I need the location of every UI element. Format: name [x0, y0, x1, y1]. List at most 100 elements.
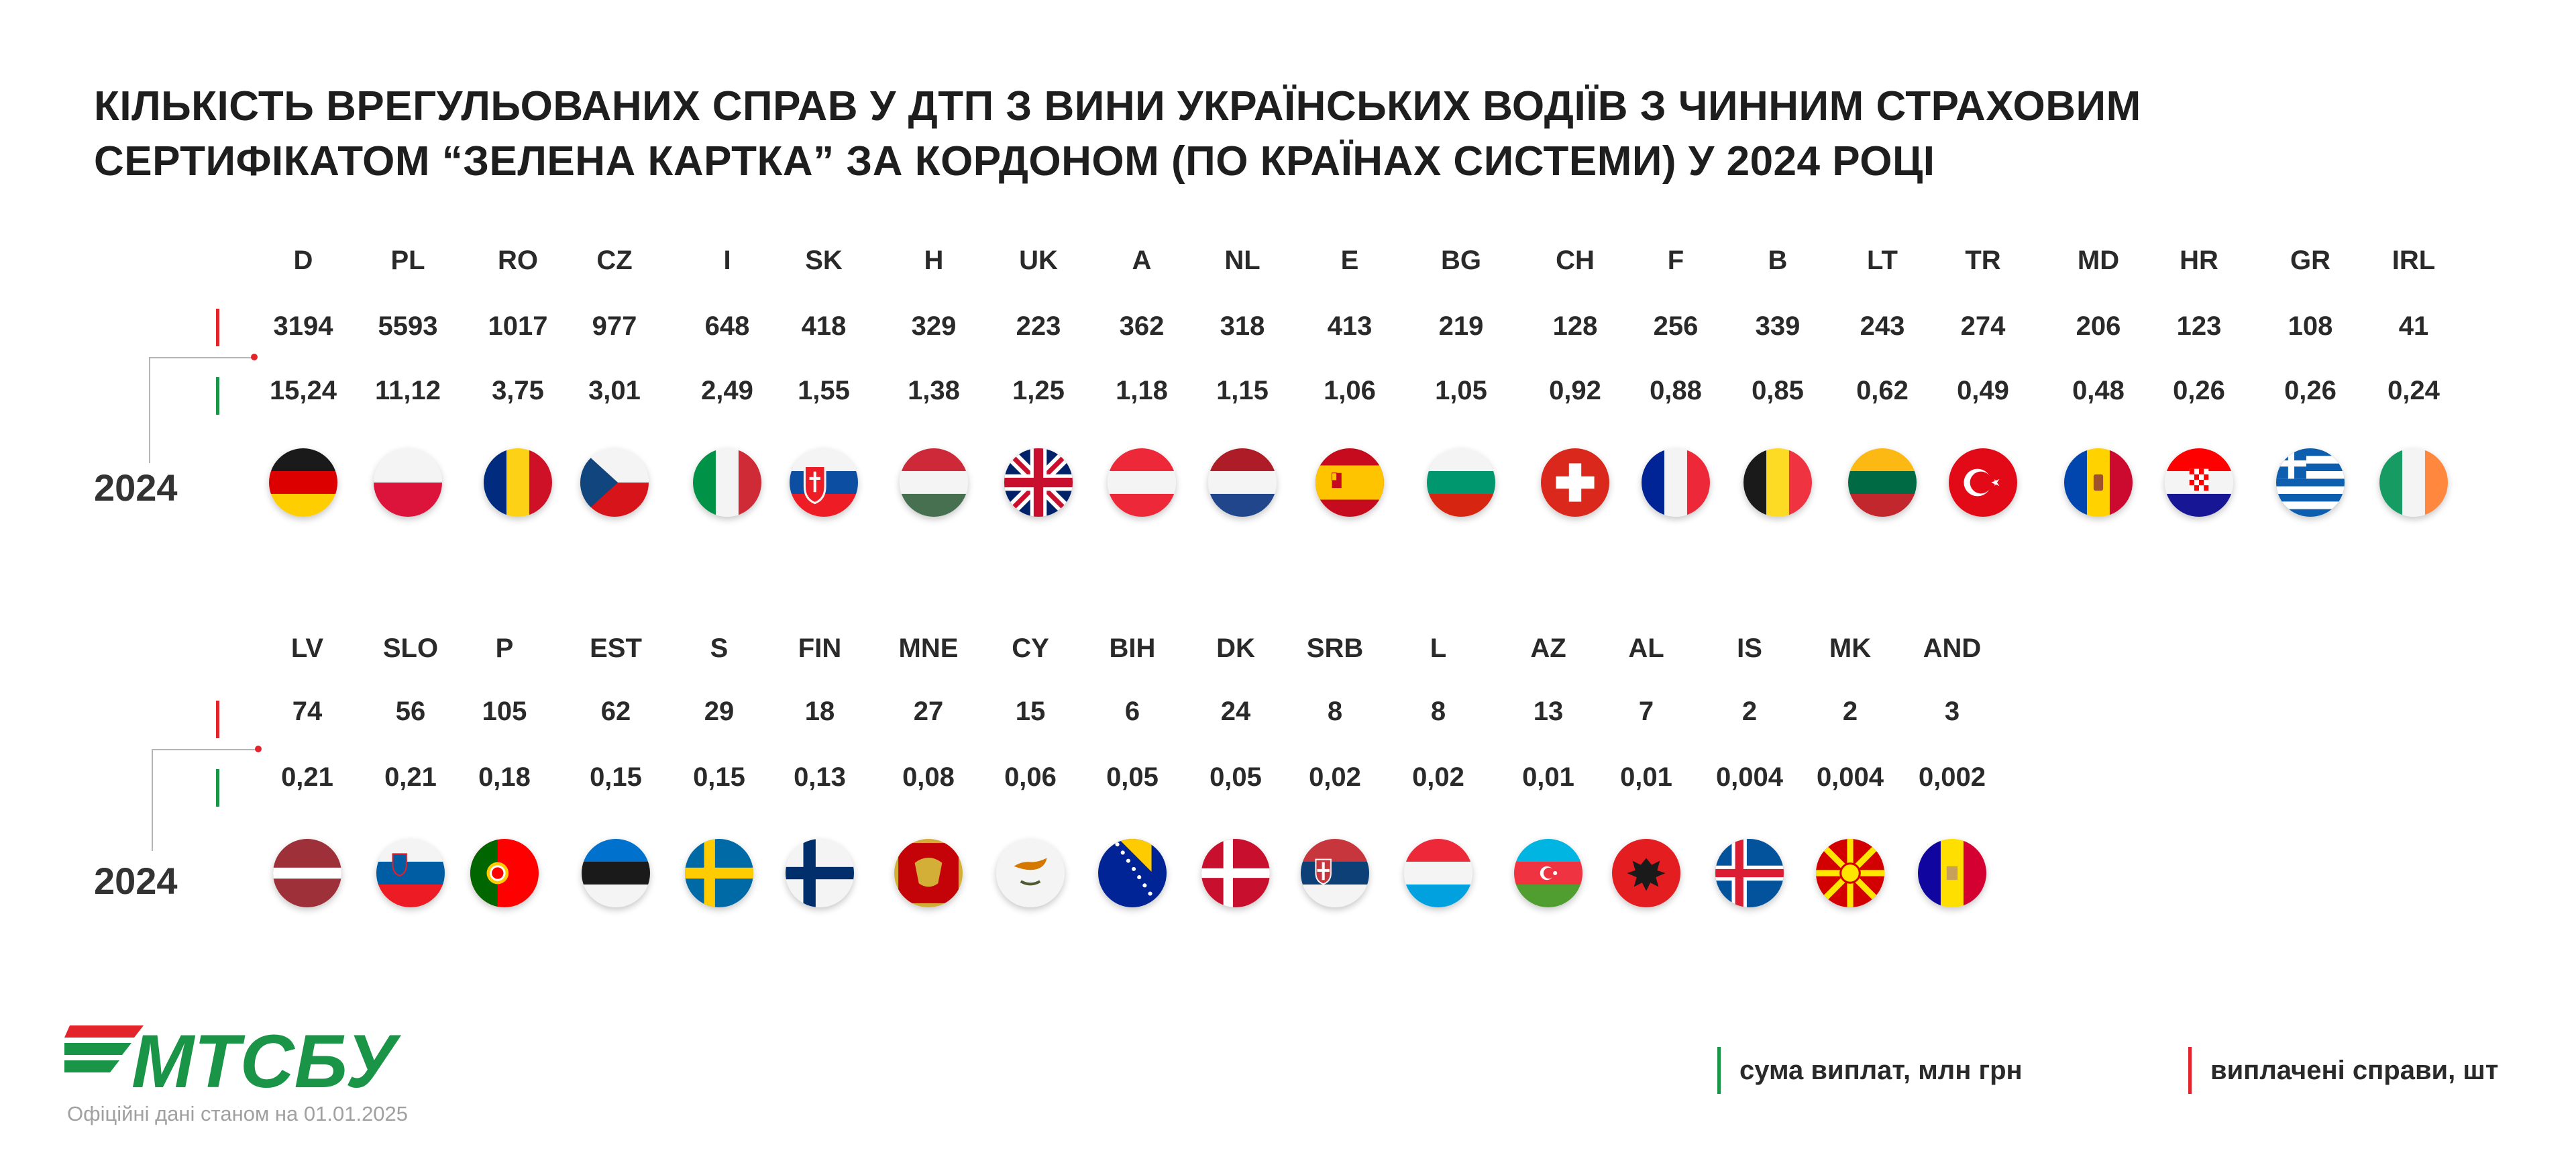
denmark-flag-icon: [1201, 839, 1270, 907]
row-year-label: 2024: [94, 860, 178, 902]
north-macedonia-flag-icon: [1816, 839, 1884, 907]
slovenia-flag-icon: [376, 839, 445, 907]
country-code-label: LT: [1867, 246, 1898, 275]
ireland-flag-icon: [2379, 448, 2448, 517]
country-code-label: CY: [1012, 634, 1049, 663]
cases-value-label: 123: [2176, 311, 2222, 341]
cases-value-label: 418: [801, 311, 847, 341]
country-code-label: AL: [1628, 634, 1664, 663]
payout-value-label: 0,15: [693, 762, 745, 792]
row-connector-dot: [255, 746, 262, 752]
payout-value-label: 0,88: [1650, 376, 1702, 405]
turkey-flag-icon: [1949, 448, 2017, 517]
country-code-label: NL: [1224, 246, 1260, 275]
sweden-flag-icon: [685, 839, 753, 907]
cases-value-label: 41: [2398, 311, 2429, 341]
country-code-label: CH: [1556, 246, 1595, 275]
payout-value-label: 15,24: [269, 376, 337, 405]
country-code-label: E: [1340, 246, 1359, 275]
luxembourg-flag-icon: [1404, 839, 1472, 907]
cases-value-label: 74: [292, 697, 323, 726]
payout-value-label: 0,06: [1004, 762, 1057, 792]
payout-value-label: 0,02: [1412, 762, 1464, 792]
poland-flag-icon: [374, 448, 442, 517]
row-connector-line: [152, 749, 260, 851]
cases-value-label: 223: [1016, 311, 1061, 341]
cases-value-label: 219: [1438, 311, 1484, 341]
payout-value-label: 0,13: [794, 762, 846, 792]
payout-value-label: 1,15: [1216, 376, 1269, 405]
payout-value-label: 0,15: [590, 762, 642, 792]
cases-value-label: 13: [1533, 697, 1564, 726]
cases-value-label: 15: [1015, 697, 1046, 726]
bulgaria-flag-icon: [1427, 448, 1495, 517]
payout-value-label: 0,92: [1549, 376, 1601, 405]
country-code-label: DK: [1216, 634, 1255, 663]
country-code-label: P: [495, 634, 514, 663]
slovakia-flag-icon: [790, 448, 858, 517]
payouts-row-marker: [216, 769, 219, 807]
payout-value-label: 1,18: [1116, 376, 1168, 405]
bosnia-flag-icon: [1098, 839, 1167, 907]
mtsbu-logo: МТСБУ: [64, 1020, 401, 1093]
payout-value-label: 0,21: [281, 762, 333, 792]
cases-value-label: 27: [913, 697, 944, 726]
romania-flag-icon: [484, 448, 552, 517]
country-code-label: MK: [1829, 634, 1872, 663]
cases-value-label: 7: [1638, 697, 1654, 726]
source-note: Офіційні дані станом на 01.01.2025: [67, 1102, 409, 1125]
cases-value-label: 243: [1860, 311, 1905, 341]
country-code-label: BIH: [1109, 634, 1156, 663]
country-code-label: F: [1667, 246, 1684, 275]
germany-flag-icon: [269, 448, 337, 517]
netherlands-flag-icon: [1208, 448, 1277, 517]
finland-flag-icon: [786, 839, 854, 907]
cases-value-label: 413: [1327, 311, 1373, 341]
country-code-label: IRL: [2392, 246, 2436, 275]
country-code-label: SK: [805, 246, 843, 275]
payout-value-label: 0,26: [2284, 376, 2337, 405]
payout-value-label: 0,85: [1752, 376, 1804, 405]
country-code-label: L: [1430, 634, 1447, 663]
italy-flag-icon: [693, 448, 761, 517]
payout-value-label: 0,01: [1522, 762, 1574, 792]
cases-value-label: 329: [911, 311, 957, 341]
cases-value-label: 3: [1944, 697, 1960, 726]
payout-value-label: 1,38: [908, 376, 960, 405]
payout-value-label: 2,49: [701, 376, 753, 405]
payout-value-label: 0,01: [1620, 762, 1672, 792]
legend-payouts-label: сума виплат, млн грн: [1739, 1055, 2023, 1085]
cases-value-label: 206: [2076, 311, 2121, 341]
cyprus-flag-icon: [996, 839, 1065, 907]
payout-value-label: 3,75: [492, 376, 544, 405]
cases-value-label: 256: [1653, 311, 1699, 341]
azerbaijan-flag-icon: [1514, 839, 1582, 907]
croatia-flag-icon: [2165, 448, 2233, 517]
payout-value-label: 0,05: [1210, 762, 1262, 792]
cases-value-label: 62: [600, 697, 631, 726]
cases-value-label: 2: [1741, 697, 1758, 726]
country-code-label: UK: [1019, 246, 1058, 275]
switzerland-flag-icon: [1541, 448, 1609, 517]
payout-value-label: 0,49: [1957, 376, 2009, 405]
cases-value-label: 8: [1430, 697, 1446, 726]
country-code-label: BG: [1441, 246, 1481, 275]
payout-value-label: 3,01: [588, 376, 641, 405]
country-code-label: I: [723, 246, 731, 275]
row-year-label: 2024: [94, 466, 178, 509]
payout-value-label: 0,02: [1309, 762, 1361, 792]
country-code-label: AZ: [1530, 634, 1566, 663]
payout-value-label: 1,25: [1012, 376, 1065, 405]
payout-value-label: 0,21: [384, 762, 437, 792]
country-code-label: LV: [290, 634, 324, 663]
country-code-label: TR: [1965, 246, 2001, 275]
country-code-label: EST: [590, 634, 642, 663]
country-code-label: D: [293, 246, 313, 275]
payout-value-label: 0,002: [1918, 762, 1986, 792]
payout-value-label: 0,004: [1816, 762, 1884, 792]
iceland-flag-icon: [1715, 839, 1784, 907]
cases-value-label: 362: [1119, 311, 1165, 341]
country-code-label: SRB: [1306, 634, 1364, 663]
cases-value-label: 339: [1755, 311, 1801, 341]
cases-value-label: 29: [704, 697, 735, 726]
